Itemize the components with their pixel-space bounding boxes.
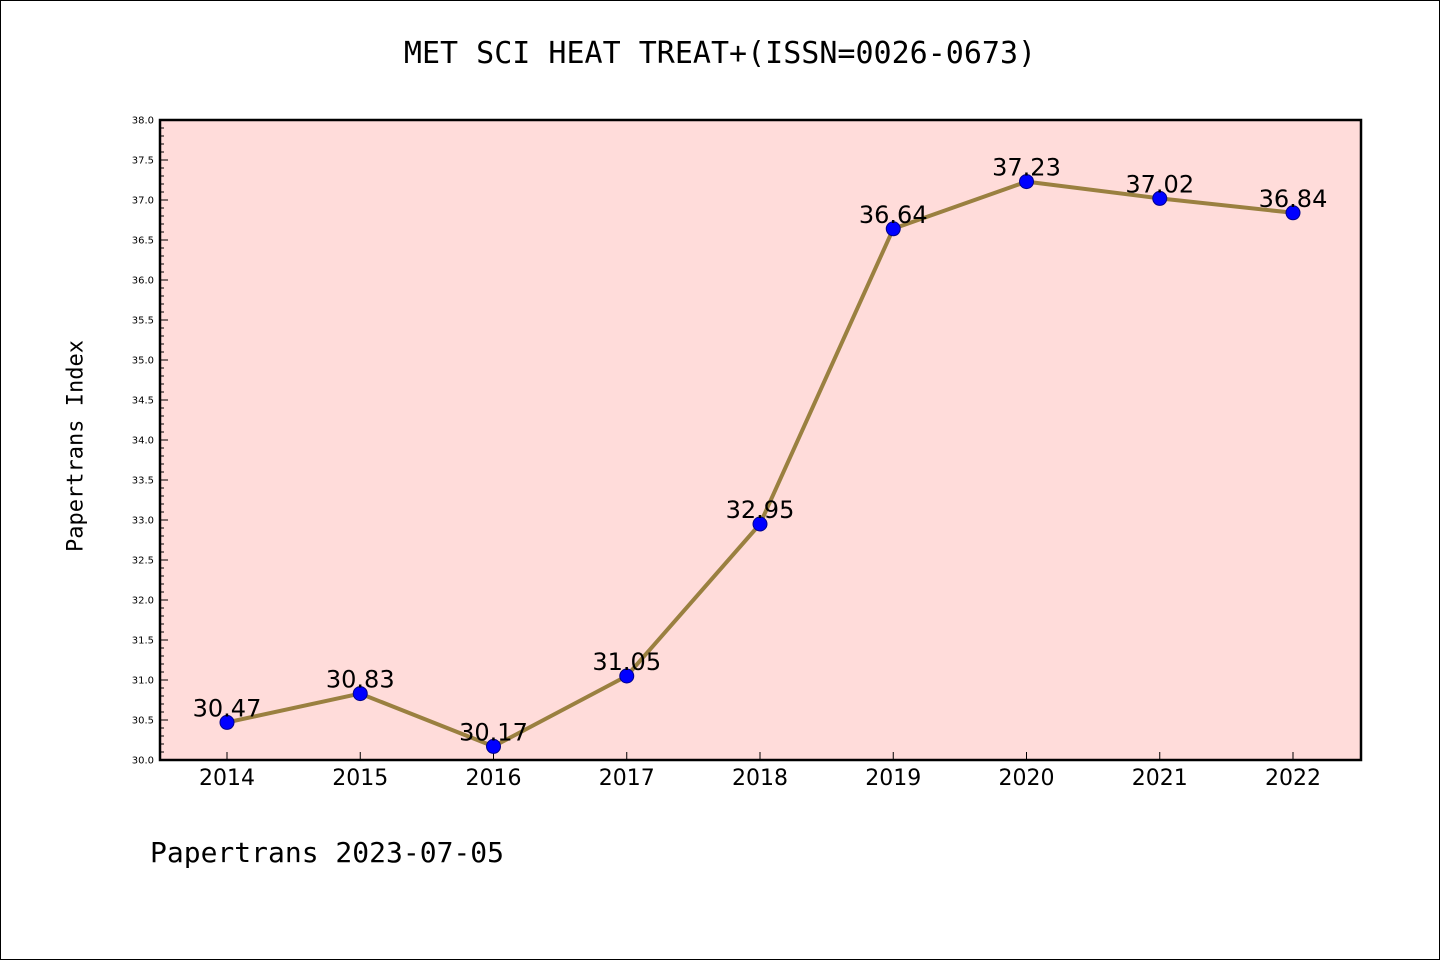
data-markers [219,174,1301,754]
x-tick-label: 2016 [466,766,522,791]
footer-date: Papertrans 2023-07-05 [150,836,505,869]
y-tick-label: 38.0 [132,116,154,127]
data-label: 37.02 [1125,170,1194,198]
data-labels: 30.47 30.83 30.17 31.05 32.95 36.64 37.23 37.02… [193,154,1328,747]
data-point [352,686,368,702]
x-tick-label: 2019 [865,766,921,791]
data-point [1019,174,1034,190]
data-label: 30.83 [326,666,395,694]
y-tick-label: 30.5 [132,716,154,727]
x-tick-label: 2017 [599,766,655,791]
y-tick-label: 36.5 [132,236,154,247]
data-label: 32.95 [726,496,795,524]
data-label: 36.84 [1259,185,1328,213]
y-tick-label: 37.0 [132,196,154,207]
y-tick-label: 32.5 [132,556,154,567]
y-tick-label: 34.0 [132,436,154,447]
x-tick-label: 2018 [732,766,788,791]
data-point [486,738,501,754]
y-tick-label: 36.0 [132,276,154,287]
x-tick-label: 2020 [999,766,1055,791]
y-tick-label: 34.5 [132,396,154,407]
y-tick-label: 37.5 [132,156,154,167]
data-point [219,714,235,730]
y-tick-label: 35.0 [132,356,154,367]
data-label: 30.47 [193,694,262,722]
y-tick-label: 31.5 [132,636,154,647]
y-tick-label: 33.0 [132,516,154,527]
chart-title: MET SCI HEAT TREAT+(ISSN=0026-0673) [403,36,1037,71]
y-axis: 30.0 30.5 31.0 31.5 32.0 32.5 33.0 33.5 34.0 34.5… [132,116,168,767]
data-point [752,516,768,532]
data-label: 36.64 [859,201,928,229]
data-label: 37.23 [992,154,1061,182]
x-tick-label: 2015 [332,766,388,791]
data-point [1152,190,1168,206]
data-point [619,668,635,684]
plot-border [158,118,1363,762]
x-tick-label: 2022 [1265,766,1321,791]
x-tick-label: 2021 [1132,766,1188,791]
y-tick-label: 31.0 [132,676,154,687]
data-label: 30.17 [459,718,528,746]
plot-area [160,120,1361,760]
x-tick-label: 2014 [199,766,255,791]
y-tick-label: 35.5 [132,316,154,327]
y-tick-label: 30.0 [132,756,154,767]
data-label: 31.05 [592,648,661,676]
data-point [885,221,901,237]
y-tick-label: 32.0 [132,596,154,607]
y-tick-label: 33.5 [132,476,154,487]
data-point [1285,205,1301,221]
x-axis: 2014 2015 2016 2017 2018 2019 2020 2021 2022 [199,752,1321,791]
